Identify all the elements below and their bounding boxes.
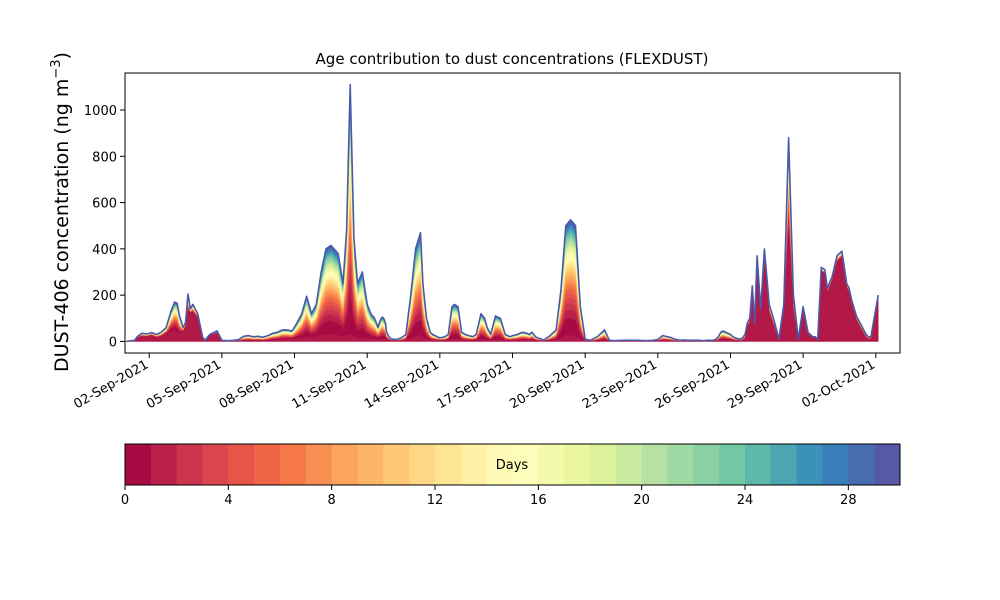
colorbar-bin xyxy=(435,444,462,485)
colorbar-bin xyxy=(822,444,849,485)
colorbar-bin xyxy=(538,444,565,485)
y-tick-label: 0 xyxy=(109,335,117,350)
colorbar-bins xyxy=(125,444,901,485)
colorbar-bin xyxy=(615,444,643,485)
colorbar-bin xyxy=(641,444,668,485)
y-axis-label-close: ) xyxy=(51,52,73,59)
colorbar-bin xyxy=(796,444,823,485)
plot-area xyxy=(126,83,879,343)
x-tick-label: 17-Sep-2021 xyxy=(435,357,515,412)
x-tick-label: 08-Sep-2021 xyxy=(217,357,297,412)
colorbar-bin xyxy=(512,444,539,485)
colorbar-tick-label: 28 xyxy=(840,493,857,508)
colorbar-tick-label: 20 xyxy=(633,493,650,508)
colorbar-bin xyxy=(383,444,410,485)
x-tick-label: 14-Sep-2021 xyxy=(362,357,442,412)
x-axis: 02-Sep-202105-Sep-202108-Sep-202111-Sep-… xyxy=(71,353,878,412)
colorbar-bin xyxy=(125,444,152,485)
x-tick-label: 02-Oct-2021 xyxy=(799,357,877,411)
x-tick-label: 11-Sep-2021 xyxy=(289,357,369,412)
colorbar-tick-label: 16 xyxy=(530,493,547,508)
colorbar-bin xyxy=(409,444,436,485)
chart-title: Age contribution to dust concentrations … xyxy=(316,50,709,68)
y-axis-label-main: DUST-406 concentration (ng m xyxy=(51,79,73,372)
svg-text:DUST-406 concentration (ng m−3: DUST-406 concentration (ng m−3) xyxy=(49,52,73,372)
colorbar-bin xyxy=(460,444,488,485)
total-concentration-line xyxy=(126,83,879,343)
colorbar-bin xyxy=(254,444,281,485)
colorbar-bin xyxy=(745,444,772,485)
x-tick-label: 23-Sep-2021 xyxy=(580,357,660,412)
y-tick-label: 200 xyxy=(92,289,117,304)
colorbar-tick-label: 24 xyxy=(737,493,754,508)
colorbar-bin xyxy=(486,444,513,485)
colorbar-bin xyxy=(280,444,307,485)
colorbar-bin xyxy=(564,444,591,485)
y-tick-label: 600 xyxy=(92,197,117,212)
colorbar-bin xyxy=(150,444,178,485)
x-tick-label: 05-Sep-2021 xyxy=(144,357,224,412)
colorbar-bin xyxy=(848,444,875,485)
x-tick-label: 29-Sep-2021 xyxy=(725,357,805,412)
y-tick-label: 800 xyxy=(92,150,117,165)
x-tick-label: 02-Sep-2021 xyxy=(71,357,151,412)
y-axis-label: DUST-406 concentration (ng m−3) xyxy=(49,52,73,372)
colorbar-bin xyxy=(176,444,203,485)
colorbar-tick-label: 12 xyxy=(427,493,444,508)
colorbar-tick-label: 0 xyxy=(121,493,129,508)
y-tick-label: 400 xyxy=(92,243,117,258)
colorbar-bin xyxy=(719,444,746,485)
x-tick-label: 26-Sep-2021 xyxy=(653,357,733,412)
colorbar-frame xyxy=(124,443,901,486)
colorbar-tick-label: 4 xyxy=(224,493,232,508)
colorbar-bin xyxy=(305,444,333,485)
colorbar-bin xyxy=(667,444,694,485)
colorbar-tick-label: 8 xyxy=(328,493,336,508)
x-tick-label: 20-Sep-2021 xyxy=(507,357,587,412)
colorbar-bin xyxy=(202,444,229,485)
colorbar-ticks: 0 4 8 12 16 20 24 28 xyxy=(121,485,857,508)
y-axis-label-sup: −3 xyxy=(49,59,64,78)
colorbar-bin xyxy=(770,444,798,485)
colorbar-bin xyxy=(874,444,901,485)
colorbar-bin xyxy=(693,444,720,485)
colorbar-bin xyxy=(228,444,255,485)
colorbar-bin xyxy=(331,444,358,485)
colorbar-bin xyxy=(357,444,384,485)
y-tick-label: 1000 xyxy=(84,104,117,119)
colorbar-label: Days xyxy=(496,458,529,473)
colorbar: Days 0 4 8 12 16 20 24 28 xyxy=(121,443,901,508)
y-axis: 0 200 400 600 800 1000 xyxy=(84,104,125,350)
colorbar-bin xyxy=(590,444,617,485)
